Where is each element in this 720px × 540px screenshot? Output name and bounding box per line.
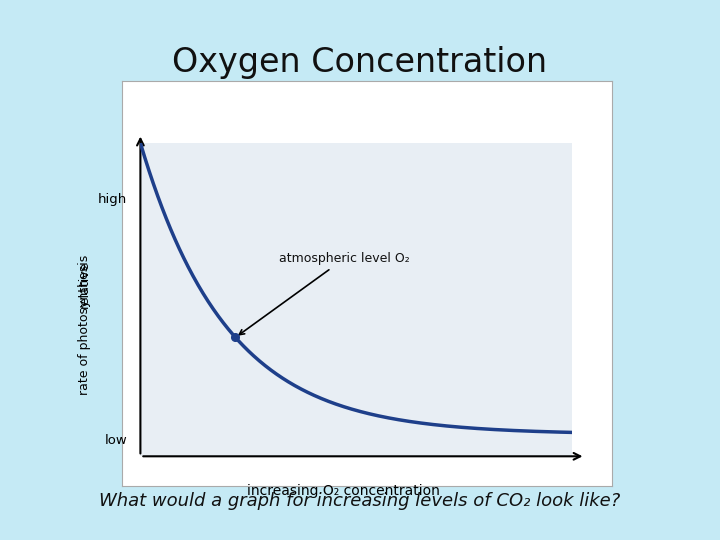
Text: high: high	[98, 193, 127, 206]
Text: low: low	[104, 434, 127, 447]
Text: Oxygen Concentration: Oxygen Concentration	[172, 46, 548, 79]
Text: increasing O₂ concentration: increasing O₂ concentration	[247, 484, 440, 498]
Text: What would a graph for increasing levels of CO₂ look like?: What would a graph for increasing levels…	[99, 492, 621, 510]
Text: rate of photosynthesis: rate of photosynthesis	[78, 255, 91, 395]
Text: atmospheric level O₂: atmospheric level O₂	[239, 252, 410, 335]
Text: relative: relative	[78, 260, 91, 308]
